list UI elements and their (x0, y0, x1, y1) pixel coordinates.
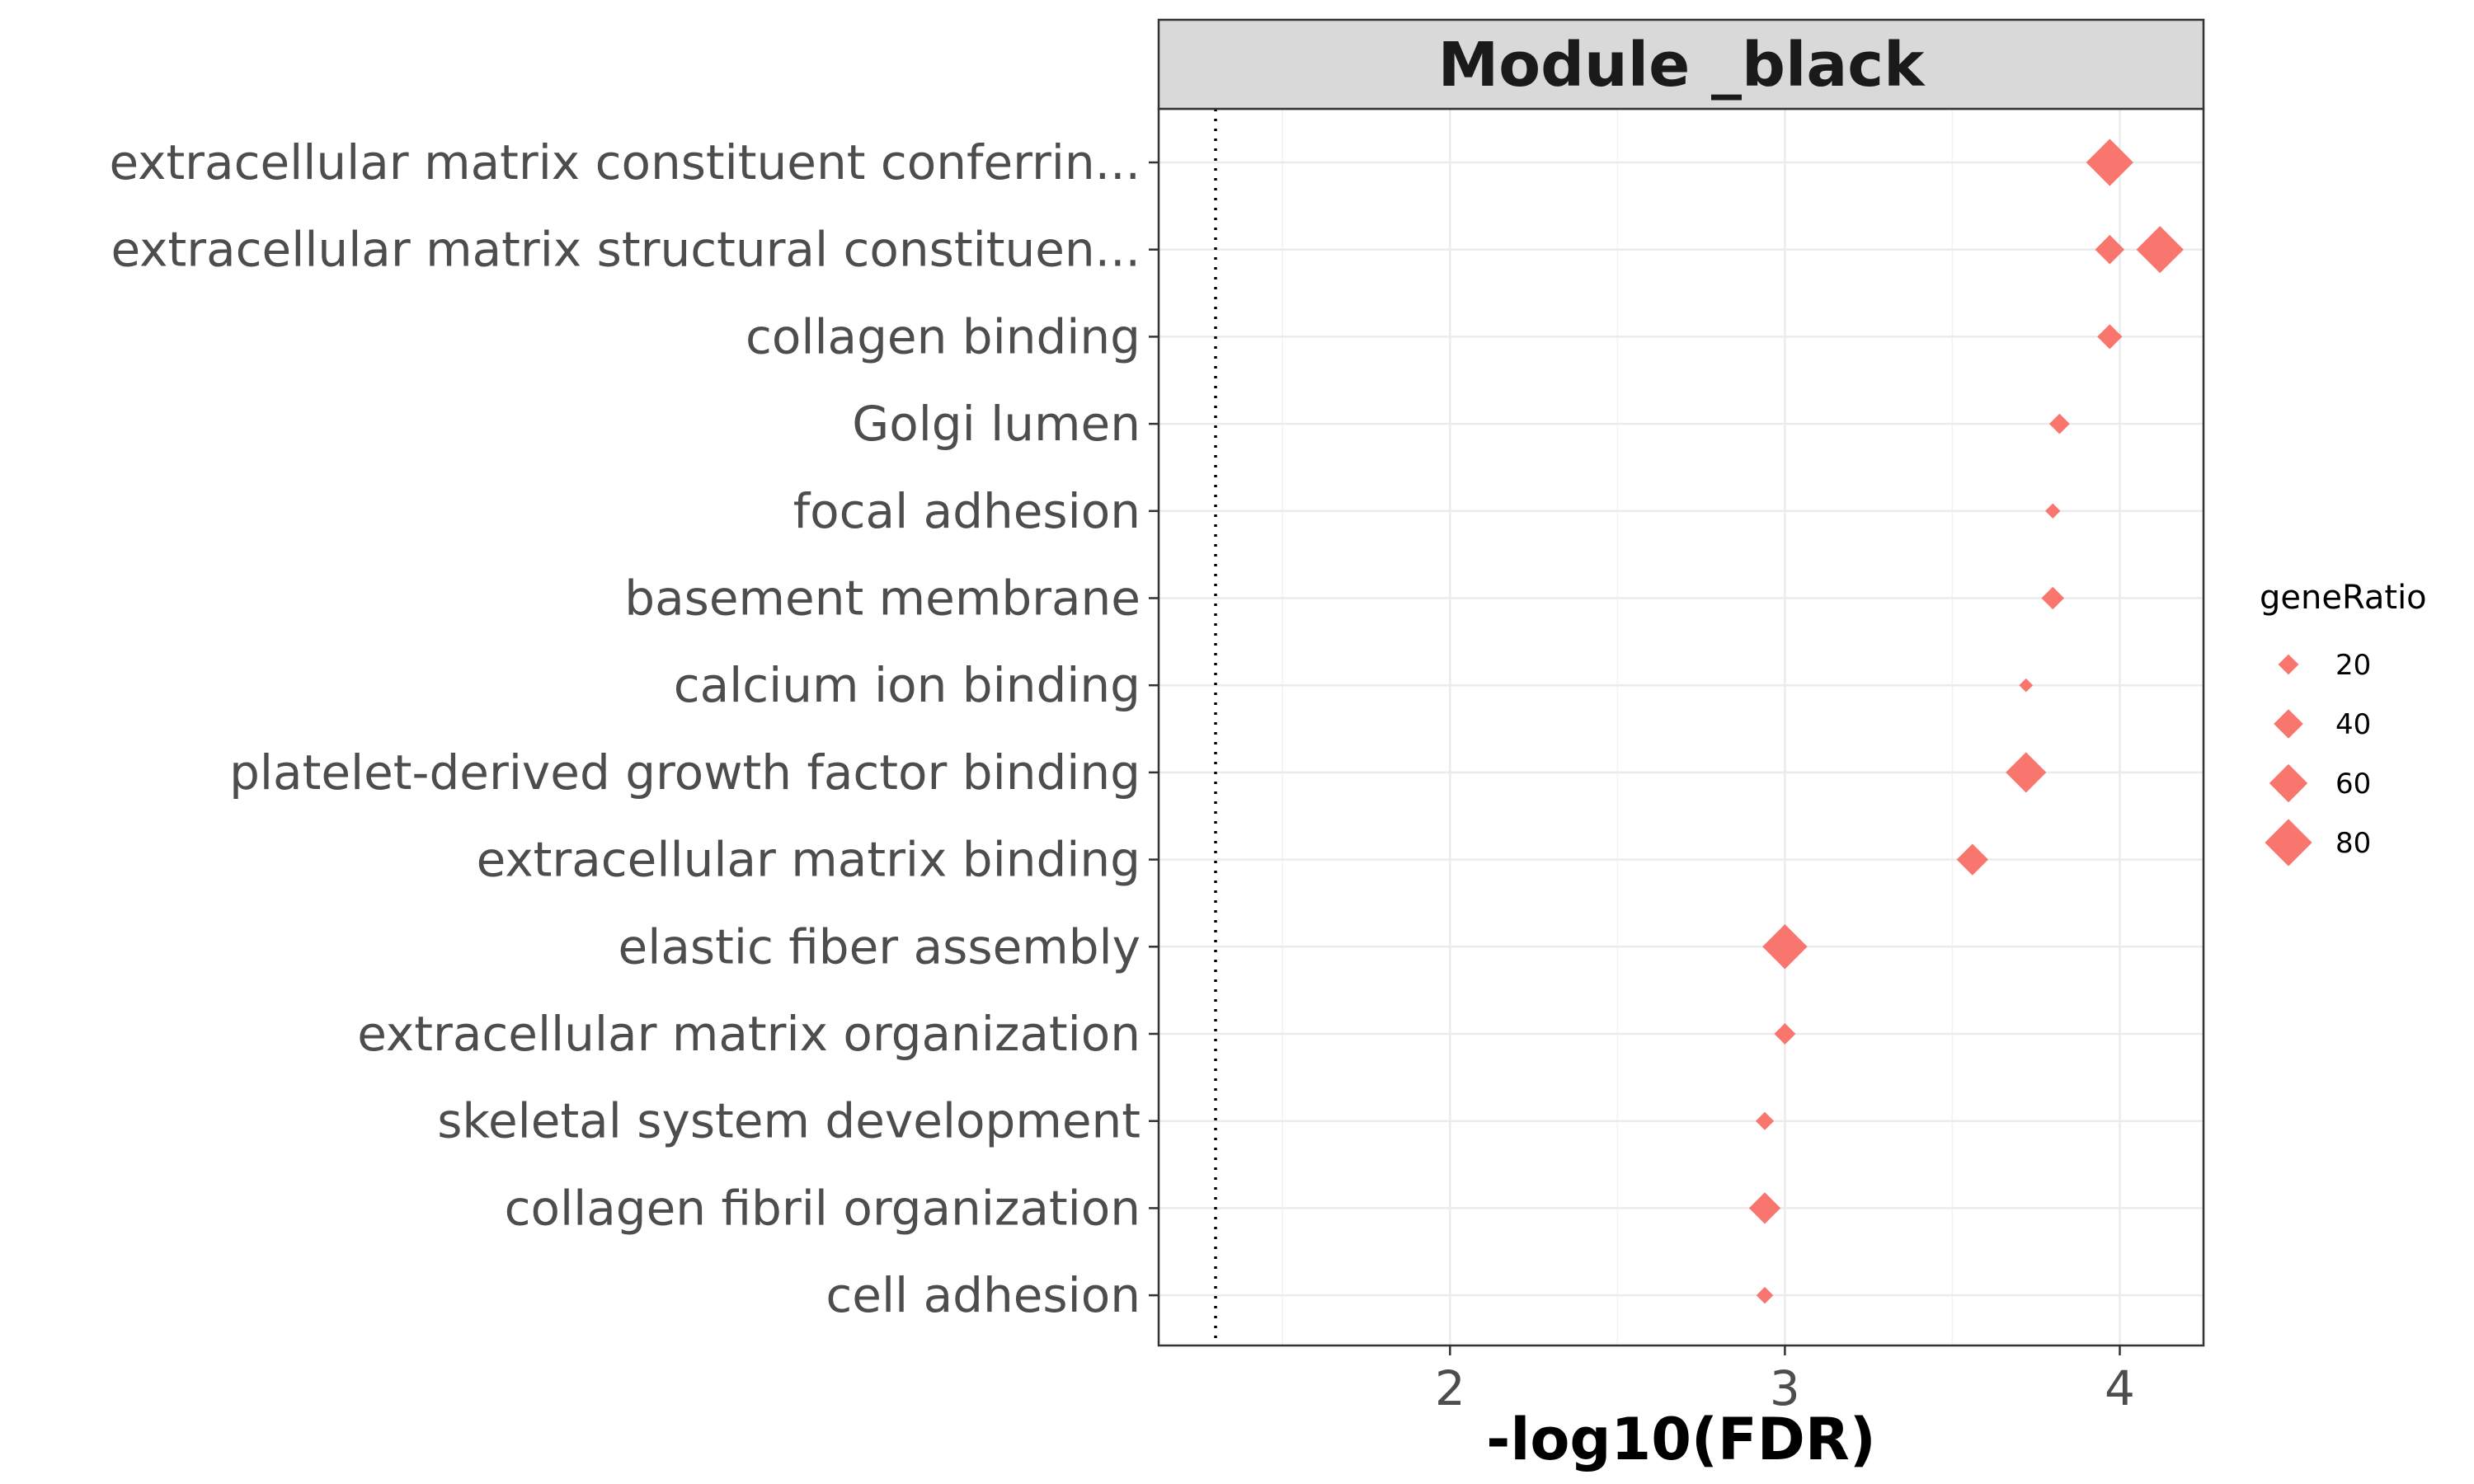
data-point (2019, 678, 2034, 693)
x-axis-ticks (1449, 1345, 2121, 1355)
legend-label: 40 (2335, 708, 2371, 741)
y-axis-ticks (1149, 161, 1159, 1297)
legend-key (2265, 819, 2312, 866)
legend-label: 80 (2335, 827, 2371, 860)
data-point (1774, 1023, 1796, 1045)
x-tick-label: 3 (1770, 1360, 1800, 1416)
grid-lines (1159, 109, 2204, 1345)
y-tick-label: extracellular matrix binding (477, 832, 1141, 888)
y-tick-label: focal adhesion (793, 483, 1141, 539)
y-tick-label: calcium ion binding (674, 657, 1141, 713)
data-point (2041, 586, 2065, 610)
legend-title: geneRatio (2260, 579, 2427, 617)
x-axis-title: -log10(FDR) (1486, 1406, 1875, 1473)
data-point (1755, 1111, 1775, 1130)
x-tick-label: 2 (1435, 1360, 1465, 1416)
x-tick-label: 4 (2105, 1360, 2135, 1416)
legend-label: 20 (2335, 649, 2371, 682)
y-tick-label: collagen fibril organization (505, 1180, 1141, 1236)
data-point (2095, 234, 2125, 265)
y-tick-label: extracellular matrix organization (357, 1006, 1141, 1062)
legend-key (2274, 709, 2303, 739)
y-tick-label: basement membrane (624, 571, 1141, 627)
data-points (1748, 139, 2184, 1304)
data-point (1762, 924, 1808, 970)
legend-key (2278, 654, 2299, 675)
legend-label: 60 (2335, 768, 2371, 801)
facet-title: Module _black (1438, 30, 1926, 101)
legend: geneRatio 20 40 60 80 (2260, 579, 2427, 866)
y-tick-label: collagen binding (745, 308, 1141, 364)
y-tick-label: skeletal system development (437, 1093, 1141, 1149)
data-point (2136, 226, 2184, 274)
y-tick-label: Golgi lumen (852, 396, 1141, 452)
data-point (1748, 1192, 1781, 1224)
y-tick-label: elastic fiber assembly (618, 918, 1141, 974)
facet-strip-background (1157, 18, 2205, 110)
data-point (2045, 503, 2061, 519)
panel-border (1157, 107, 2205, 1347)
data-point (2006, 752, 2047, 793)
y-tick-label: extracellular matrix structural constitu… (111, 222, 1141, 278)
data-point (2048, 413, 2070, 434)
legend-items: 20 40 60 80 (2265, 649, 2371, 866)
facet-strip: Module _black (1157, 18, 2205, 110)
y-tick-label: extracellular matrix constituent conferr… (109, 134, 1141, 190)
data-point (1956, 843, 1988, 876)
data-point (2086, 139, 2133, 186)
data-point (2097, 324, 2123, 350)
y-axis-labels: extracellular matrix constituent conferr… (109, 134, 1141, 1323)
legend-key (2269, 763, 2308, 803)
x-axis-labels: 2 3 4 (1435, 1360, 2135, 1416)
data-point (1756, 1286, 1774, 1304)
y-tick-label: platelet-derived growth factor binding (229, 744, 1141, 801)
y-tick-label: cell adhesion (825, 1267, 1141, 1323)
